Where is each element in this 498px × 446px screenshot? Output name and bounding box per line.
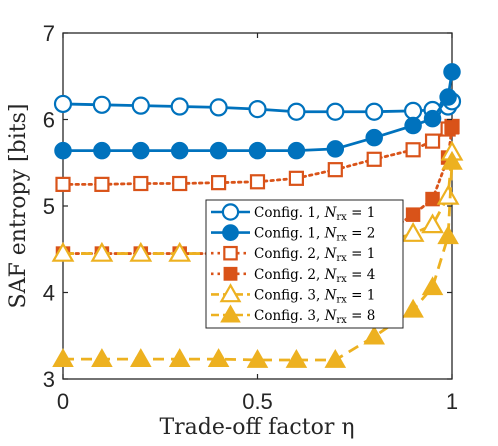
data-point	[444, 120, 460, 135]
legend-marker	[221, 203, 240, 221]
data-point	[93, 141, 111, 160]
legend-entry: Config. 1, Nrx = 1	[211, 203, 375, 223]
data-point	[133, 175, 149, 192]
legend-label: Config. 2, Nrx = 1	[254, 246, 375, 264]
data-point	[130, 348, 152, 367]
data-point	[439, 88, 457, 106]
legend-marker	[220, 304, 241, 323]
ticks-layer: 0 0.5 1 3 4 5 6 7	[43, 21, 458, 414]
legend-marker	[222, 224, 239, 241]
data-point	[405, 142, 421, 158]
data-point	[91, 348, 113, 367]
data-point	[207, 348, 230, 367]
data-point	[327, 162, 343, 178]
data-point	[287, 102, 306, 121]
y-axis-label: SAF entropy [bits]	[6, 104, 31, 309]
data-point	[52, 348, 74, 367]
data-point	[421, 213, 444, 234]
data-point	[402, 298, 424, 318]
data-point	[129, 241, 153, 262]
data-point	[437, 225, 459, 245]
data-point	[55, 176, 71, 192]
y-tick-label: 3	[43, 367, 55, 392]
legend-entry: Config. 2, Nrx = 4	[211, 267, 375, 285]
data-point	[404, 116, 422, 135]
data-point	[168, 241, 192, 262]
data-point	[170, 141, 189, 160]
data-point	[246, 348, 269, 368]
legend-label: Config. 1, Nrx = 2	[254, 226, 375, 244]
data-point	[249, 174, 266, 190]
x-tick-label: 0	[57, 389, 69, 414]
data-point	[90, 241, 114, 262]
y-tick-label: 4	[43, 281, 55, 306]
series-2	[54, 63, 461, 160]
data-point	[326, 102, 345, 121]
data-point	[405, 207, 421, 222]
data-point	[365, 102, 384, 121]
data-point	[211, 175, 227, 191]
data-point	[443, 63, 461, 81]
x-axis-label: Trade-off factor η	[159, 415, 354, 440]
data-point	[285, 348, 308, 368]
x-tick-label: 1	[446, 389, 458, 414]
data-point	[209, 141, 228, 160]
legend-entry: Config. 3, Nrx = 1	[211, 283, 375, 305]
legend-label: Config. 3, Nrx = 8	[254, 308, 375, 326]
data-point	[421, 276, 444, 296]
data-point	[436, 184, 460, 205]
data-point	[51, 241, 75, 262]
data-point	[424, 133, 441, 149]
data-point	[209, 98, 228, 117]
data-point	[365, 128, 383, 147]
data-point	[92, 95, 112, 114]
data-point	[168, 348, 191, 367]
legend-marker	[223, 245, 238, 261]
series-6	[52, 150, 463, 368]
data-point	[401, 221, 425, 242]
data-point	[324, 348, 347, 368]
data-point	[248, 141, 267, 160]
legend-marker	[223, 266, 238, 281]
legend: Config. 1, Nrx = 1 Config. 1, Nrx = 2 Conf…	[205, 199, 404, 329]
data-point	[404, 101, 423, 120]
data-point	[425, 191, 440, 207]
data-point	[94, 176, 110, 192]
legend-entry: Config. 2, Nrx = 1	[211, 245, 375, 264]
legend-entry: Config. 3, Nrx = 8	[211, 304, 375, 326]
data-point	[172, 175, 188, 192]
data-point	[441, 150, 463, 170]
legend-label: Config. 3, Nrx = 1	[254, 287, 375, 305]
legend-label: Config. 1, Nrx = 1	[254, 205, 375, 223]
legend-entry: Config. 1, Nrx = 2	[211, 224, 375, 244]
data-point	[423, 109, 442, 128]
y-tick-label: 7	[43, 21, 55, 46]
data-point	[54, 141, 72, 160]
data-point	[132, 141, 150, 160]
y-tick-label: 6	[43, 108, 55, 133]
legend-marker	[219, 283, 242, 303]
legend-box	[205, 199, 404, 329]
data-point	[131, 96, 150, 115]
data-point	[248, 100, 267, 119]
data-point	[366, 151, 382, 167]
data-point	[288, 170, 304, 186]
data-point	[170, 97, 189, 116]
y-tick-label: 5	[43, 194, 55, 219]
legend-label: Config. 2, Nrx = 4	[254, 267, 375, 285]
data-point	[363, 325, 385, 345]
data-point	[287, 141, 306, 160]
data-point	[326, 140, 345, 158]
data-point	[53, 94, 73, 114]
x-tick-label: 0.5	[242, 389, 273, 414]
